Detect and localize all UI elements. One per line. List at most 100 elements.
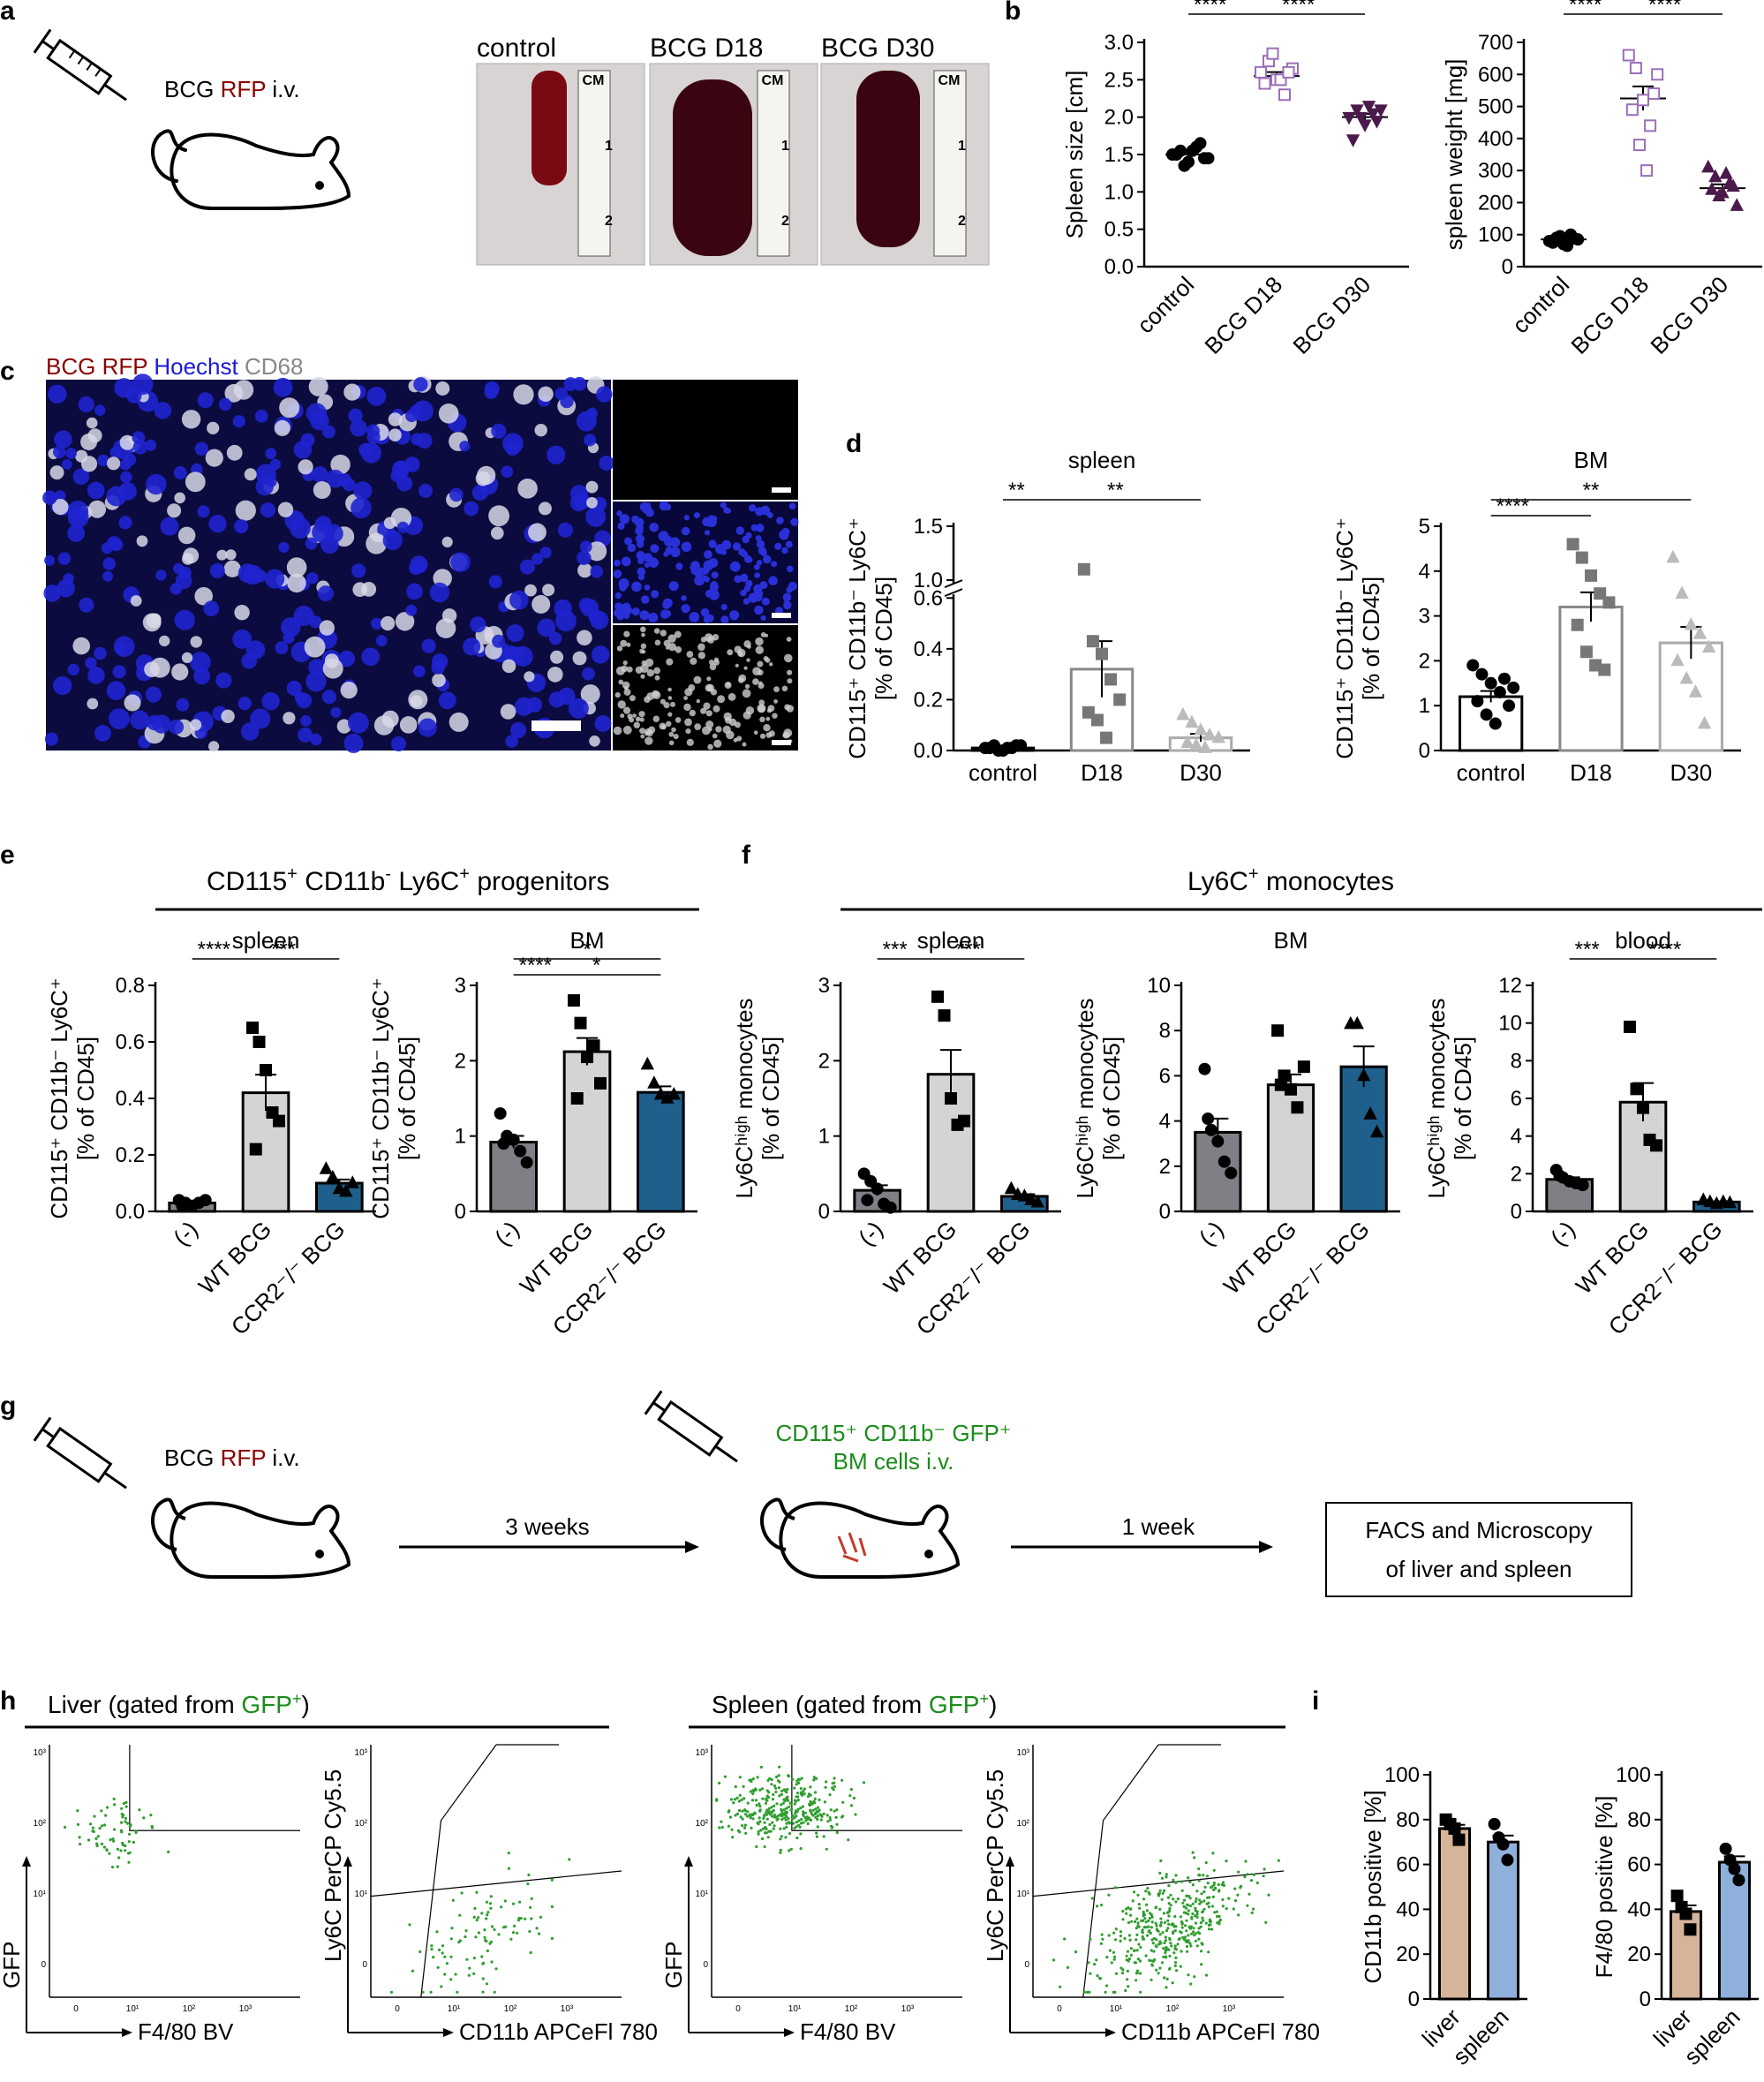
cell-nucleus [351, 563, 366, 578]
flow-event [464, 1935, 467, 1939]
cell-nucleus [208, 741, 220, 752]
y-axis-label-line1: CD115⁺ CD11b⁻ Ly6C⁺ [367, 977, 394, 1218]
cell-nucleus [207, 421, 220, 434]
cell-nucleus [265, 569, 285, 589]
data-point [1353, 111, 1368, 125]
spleen-title-gfp: GFP [929, 1691, 980, 1718]
cell-nucleus [194, 441, 208, 456]
flow-event [720, 1820, 723, 1823]
y-tick-label: 2.0 [1104, 106, 1134, 130]
data-point [1346, 134, 1361, 147]
data-point [1194, 137, 1207, 150]
y-tick-label: 700 [1478, 31, 1513, 55]
flow-event [757, 1829, 760, 1834]
flow-event [1137, 1903, 1141, 1906]
hoechst-nucleus [711, 516, 718, 522]
flow-event [119, 1829, 124, 1832]
flow-event [493, 1990, 496, 1994]
flow-event [1129, 1947, 1133, 1950]
cell-nucleus [488, 505, 509, 527]
flow-event [743, 1797, 746, 1800]
y-tick-label: 0.5 [1104, 218, 1134, 242]
flow-event [1221, 1881, 1225, 1884]
cd68-cell [712, 705, 720, 713]
y-axis-label: Spleen size [cm] [1061, 71, 1088, 239]
significance-label: *** [956, 938, 981, 962]
data-point [497, 1137, 510, 1150]
flow-event [819, 1818, 823, 1822]
data-point [1202, 1113, 1215, 1126]
hoechst-nucleus [627, 543, 637, 553]
category-label: D30 [1670, 759, 1712, 786]
flow-event [1136, 1893, 1140, 1897]
data-point [1350, 104, 1364, 117]
flow-event [1214, 1886, 1217, 1890]
flow-event [464, 1929, 468, 1933]
flow-event [1155, 1924, 1158, 1927]
cd68-cell [713, 739, 722, 748]
significance-label: ** [1107, 479, 1124, 502]
flow-event [1147, 1919, 1150, 1923]
flow-event [799, 1807, 803, 1810]
flow-event [1168, 1966, 1172, 1970]
flow-event [730, 1828, 734, 1831]
flow-event [774, 1775, 779, 1779]
flow-event [814, 1812, 818, 1816]
cell-nucleus [52, 499, 69, 516]
flow-event [822, 1835, 825, 1838]
flow-event [779, 1848, 782, 1852]
flow-event [781, 1801, 785, 1805]
cd68-cell [686, 651, 694, 658]
flow-event [113, 1803, 117, 1807]
flow-event [1101, 1937, 1104, 1941]
flow-event [530, 1897, 533, 1900]
flow-event [828, 1818, 833, 1822]
cell-nucleus [225, 549, 237, 561]
cd68-cell [640, 674, 645, 679]
cd68-cell [693, 675, 702, 684]
flow-event [756, 1776, 759, 1779]
flow-event [1221, 1905, 1225, 1908]
bacteria-marks [837, 1532, 867, 1563]
chart-title: BM [1574, 447, 1609, 473]
flow-event [1196, 1930, 1200, 1934]
cell-nucleus [343, 733, 364, 753]
flow-x-tick: 0 [73, 2004, 79, 2014]
flow-event [1210, 1885, 1214, 1889]
y-axis-label-line2: [% of CD45] [1098, 1037, 1125, 1160]
flow-event [1188, 1897, 1192, 1900]
flow-gate [129, 1745, 300, 1831]
flow-event [1168, 1907, 1172, 1911]
data-point [273, 1114, 285, 1128]
flow-event [793, 1786, 796, 1790]
flow-event [108, 1852, 111, 1855]
axis-break-mark [944, 588, 963, 598]
cell-nucleus [491, 423, 507, 439]
ruler-mark-3a: 1 [958, 139, 966, 154]
y-tick-label: 0.0 [116, 1200, 145, 1224]
flow-event [1187, 1973, 1190, 1977]
data-point [1651, 68, 1664, 81]
cell-nucleus [432, 673, 446, 688]
cd68-cell [738, 674, 747, 683]
flow-event [773, 1813, 776, 1817]
hoechst-nucleus [622, 558, 630, 566]
cd68-cell [735, 721, 741, 728]
flow-event [1166, 1896, 1171, 1899]
ruler-mark-1a: 1 [605, 139, 613, 154]
flow-event [102, 1845, 106, 1849]
flow-event [809, 1799, 812, 1804]
micrograph-channels [613, 380, 799, 751]
category-label: BCG D18 [1565, 271, 1654, 359]
flow-event [1146, 1887, 1150, 1890]
flow-event [511, 1902, 516, 1905]
cd68-cell [715, 726, 722, 733]
cell-nucleus [147, 714, 162, 731]
data-point [1202, 727, 1217, 741]
transfer-line1: CD115⁺ CD11b⁻ GFP⁺ [775, 1420, 1011, 1446]
ruler-unit-1: CM [583, 73, 605, 88]
channel-cd68: CD68 [245, 353, 303, 380]
data-point [1366, 108, 1380, 122]
flow-event [743, 1813, 748, 1816]
